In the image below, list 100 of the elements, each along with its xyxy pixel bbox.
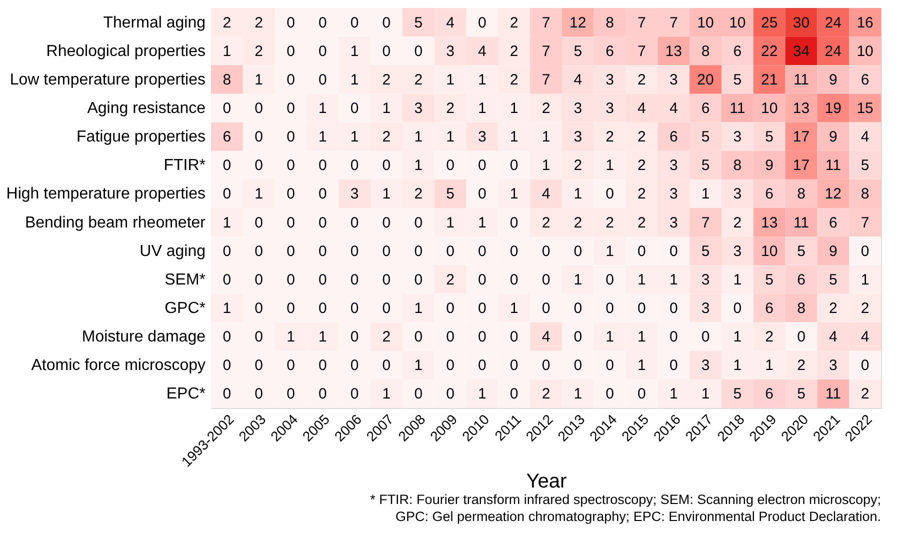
data-label: 0 xyxy=(478,186,486,203)
data-label: 12 xyxy=(824,186,842,203)
data-label: 4 xyxy=(542,328,550,346)
data-label: 0 xyxy=(669,328,678,346)
data-label: 0 xyxy=(350,300,359,317)
y-tick-label: Moisture damage xyxy=(82,328,206,346)
data-label: 1 xyxy=(222,42,232,60)
data-label: 8 xyxy=(701,42,710,60)
data-label: 0 xyxy=(446,386,454,403)
data-label: 1 xyxy=(606,328,614,346)
data-label: 0 xyxy=(542,300,550,317)
text: GPC: Gel permeation chromatography; EPC: Environmental Product Declaration. xyxy=(396,509,881,524)
data-label: 2 xyxy=(222,14,232,32)
data-label: 3 xyxy=(733,186,742,203)
data-label: 0 xyxy=(286,300,295,317)
data-label: 0 xyxy=(350,214,359,232)
data-label: 0 xyxy=(254,242,264,260)
data-label: 10 xyxy=(760,242,778,260)
data-label: 30 xyxy=(792,14,810,32)
data-label: 1 xyxy=(286,328,295,346)
data-label: 1 xyxy=(254,186,264,203)
data-label: 9 xyxy=(828,242,838,260)
data-label: 0 xyxy=(318,300,327,317)
data-label: 1 xyxy=(542,157,550,174)
data-label: 2 xyxy=(828,300,838,317)
data-label: 1 xyxy=(446,214,454,232)
data-label: 1 xyxy=(350,128,359,146)
data-label: 9 xyxy=(828,71,838,88)
data-label: 2 xyxy=(382,71,391,88)
data-label: 0 xyxy=(286,128,295,146)
data-label: 22 xyxy=(760,42,778,60)
data-label: 6 xyxy=(765,300,774,317)
data-label: 0 xyxy=(542,271,550,288)
data-label: 0 xyxy=(286,186,295,203)
data-label: 2 xyxy=(860,386,870,403)
data-label: 1 xyxy=(638,328,646,346)
data-label: 1 xyxy=(701,386,710,403)
data-label: 7 xyxy=(542,14,550,32)
data-label: 0 xyxy=(286,242,295,260)
data-label: 2 xyxy=(638,128,646,146)
data-label: 2 xyxy=(860,300,870,317)
data-label: 2 xyxy=(765,328,774,346)
data-label: 0 xyxy=(286,100,295,117)
data-label: 7 xyxy=(860,214,870,232)
data-label: 1 xyxy=(669,271,678,288)
data-label: 0 xyxy=(222,357,232,374)
y-tick-label: Atomic force microscopy xyxy=(31,357,206,374)
data-label: 0 xyxy=(638,300,646,317)
data-label: 13 xyxy=(665,42,682,60)
data-label: 1 xyxy=(733,328,742,346)
data-label: 3 xyxy=(350,186,359,203)
data-label: 1 xyxy=(318,128,327,146)
data-label: 0 xyxy=(254,271,264,288)
data-label: 6 xyxy=(765,186,774,203)
data-label: 2 xyxy=(382,328,391,346)
data-label: 6 xyxy=(606,42,614,60)
data-label: 3 xyxy=(606,71,614,88)
data-label: 5 xyxy=(797,242,806,260)
data-label: 0 xyxy=(350,271,359,288)
data-label: 25 xyxy=(760,14,778,32)
data-label: 4 xyxy=(446,14,454,32)
data-label: 0 xyxy=(414,386,423,403)
data-label: 0 xyxy=(286,42,295,60)
data-label: 7 xyxy=(669,14,678,32)
data-label: 6 xyxy=(669,128,678,146)
data-label: 0 xyxy=(382,42,391,60)
data-label: 0 xyxy=(414,271,423,288)
data-label: 0 xyxy=(286,14,295,32)
data-label: 0 xyxy=(286,157,295,174)
data-label: 2 xyxy=(638,186,646,203)
data-label: 17 xyxy=(792,128,810,146)
data-label: 0 xyxy=(510,357,518,374)
y-tick-label: UV aging xyxy=(140,242,206,260)
data-label: 6 xyxy=(765,386,774,403)
data-label: 1 xyxy=(446,128,454,146)
data-label: 4 xyxy=(860,328,870,346)
data-label: 3 xyxy=(701,271,710,288)
data-label: 1 xyxy=(574,386,582,403)
data-label: 0 xyxy=(574,328,582,346)
y-tick-label: EPC* xyxy=(166,386,206,403)
data-label: 2 xyxy=(446,271,454,288)
data-label: 0 xyxy=(382,14,391,32)
data-label: 1 xyxy=(478,100,486,117)
data-label: 9 xyxy=(765,157,774,174)
data-label: 1 xyxy=(701,186,710,203)
data-label: 16 xyxy=(856,14,874,32)
data-label: 2 xyxy=(638,71,646,88)
data-label: 1 xyxy=(574,186,582,203)
data-label: 0 xyxy=(478,328,486,346)
data-label: 3 xyxy=(446,42,454,60)
data-label: 3 xyxy=(669,186,678,203)
data-label: 0 xyxy=(669,242,678,260)
data-label: 0 xyxy=(414,328,423,346)
data-label: 15 xyxy=(856,100,874,117)
data-label: 2 xyxy=(638,157,646,174)
data-label: 13 xyxy=(760,214,778,232)
data-label: 11 xyxy=(793,71,810,88)
data-label: 0 xyxy=(318,271,327,288)
data-label: 1 xyxy=(222,300,232,317)
data-label: 3 xyxy=(669,214,678,232)
